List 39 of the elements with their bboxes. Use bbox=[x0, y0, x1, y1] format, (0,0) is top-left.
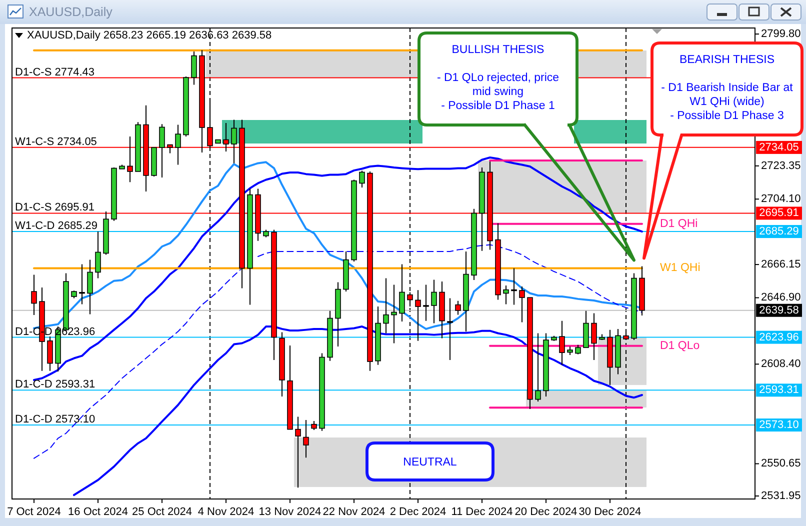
x-tick-label: 13 Nov 2024 bbox=[258, 506, 322, 518]
x-tick-label: 16 Oct 2024 bbox=[68, 506, 128, 518]
annotation: NEUTRAL bbox=[403, 456, 458, 468]
series-label: D1 QHi bbox=[660, 218, 698, 230]
y-tick-label: 2646.90 bbox=[761, 292, 801, 304]
ref-line-label: 2734.05 bbox=[759, 141, 799, 154]
x-tick-label: 2 Dec 2024 bbox=[390, 506, 446, 518]
ref-line-label: 2623.96 bbox=[759, 331, 799, 344]
x-tick-label: 11 Dec 2024 bbox=[451, 506, 513, 518]
annotation: W1-C-S 2734.05 bbox=[15, 136, 97, 148]
x-tick-label: 20 Dec 2024 bbox=[514, 506, 578, 518]
ref-line-label: 2685.29 bbox=[759, 226, 799, 238]
x-tick-label: 25 Oct 2024 bbox=[132, 506, 192, 518]
y-tick-label: 2799.80 bbox=[761, 28, 801, 40]
x-tick-label: 30 Dec 2024 bbox=[578, 506, 642, 518]
ref-line-label: 2639.58 bbox=[759, 304, 799, 316]
y-tick-label: 2608.40 bbox=[761, 358, 801, 370]
x-tick-label: 7 Oct 2024 bbox=[7, 506, 61, 518]
ref-line-label: 2573.10 bbox=[759, 419, 799, 432]
y-tick-label: 2704.10 bbox=[761, 193, 801, 206]
series-label: D1 QLo bbox=[660, 340, 700, 352]
ref-line-label: 2695.91 bbox=[759, 207, 799, 220]
text: BULLISH THESIS - D1 QLo rejected, price mid swing - Possible D1 Phase 1 bbox=[436, 44, 560, 112]
ref-line-label: 2593.31 bbox=[759, 384, 799, 396]
y-tick-label: 2723.35 bbox=[761, 160, 801, 172]
x-tick-label: 22 Nov 2024 bbox=[322, 506, 386, 518]
annotation: D1-C-D 2573.10 bbox=[15, 414, 96, 426]
x-tick-label: 4 Nov 2024 bbox=[198, 506, 254, 518]
y-tick-label: 2531.95 bbox=[761, 490, 801, 502]
y-tick-label: 2666.15 bbox=[761, 258, 801, 271]
y-tick-label: 2550.65 bbox=[761, 458, 801, 470]
annotation: D1-C-S 2695.91 bbox=[15, 202, 94, 214]
annotation: W1-C-D 2685.29 bbox=[15, 220, 98, 232]
text: BEARISH THESIS - D1 Bearish Inside Bar at W1 QHi (wide) - Possible D1 Phase 3 bbox=[661, 54, 793, 122]
chart-title: XAUUSD,Daily bbox=[29, 5, 114, 19]
annotation: D1-C-S 2774.43 bbox=[15, 66, 94, 78]
chart-subtitle: XAUUSD,Daily 2658.23 2665.19 2636.63 2639.58 bbox=[27, 30, 272, 42]
series-label: W1 QHi bbox=[660, 262, 700, 274]
annotation: D1-C-D 2593.31 bbox=[15, 378, 96, 391]
